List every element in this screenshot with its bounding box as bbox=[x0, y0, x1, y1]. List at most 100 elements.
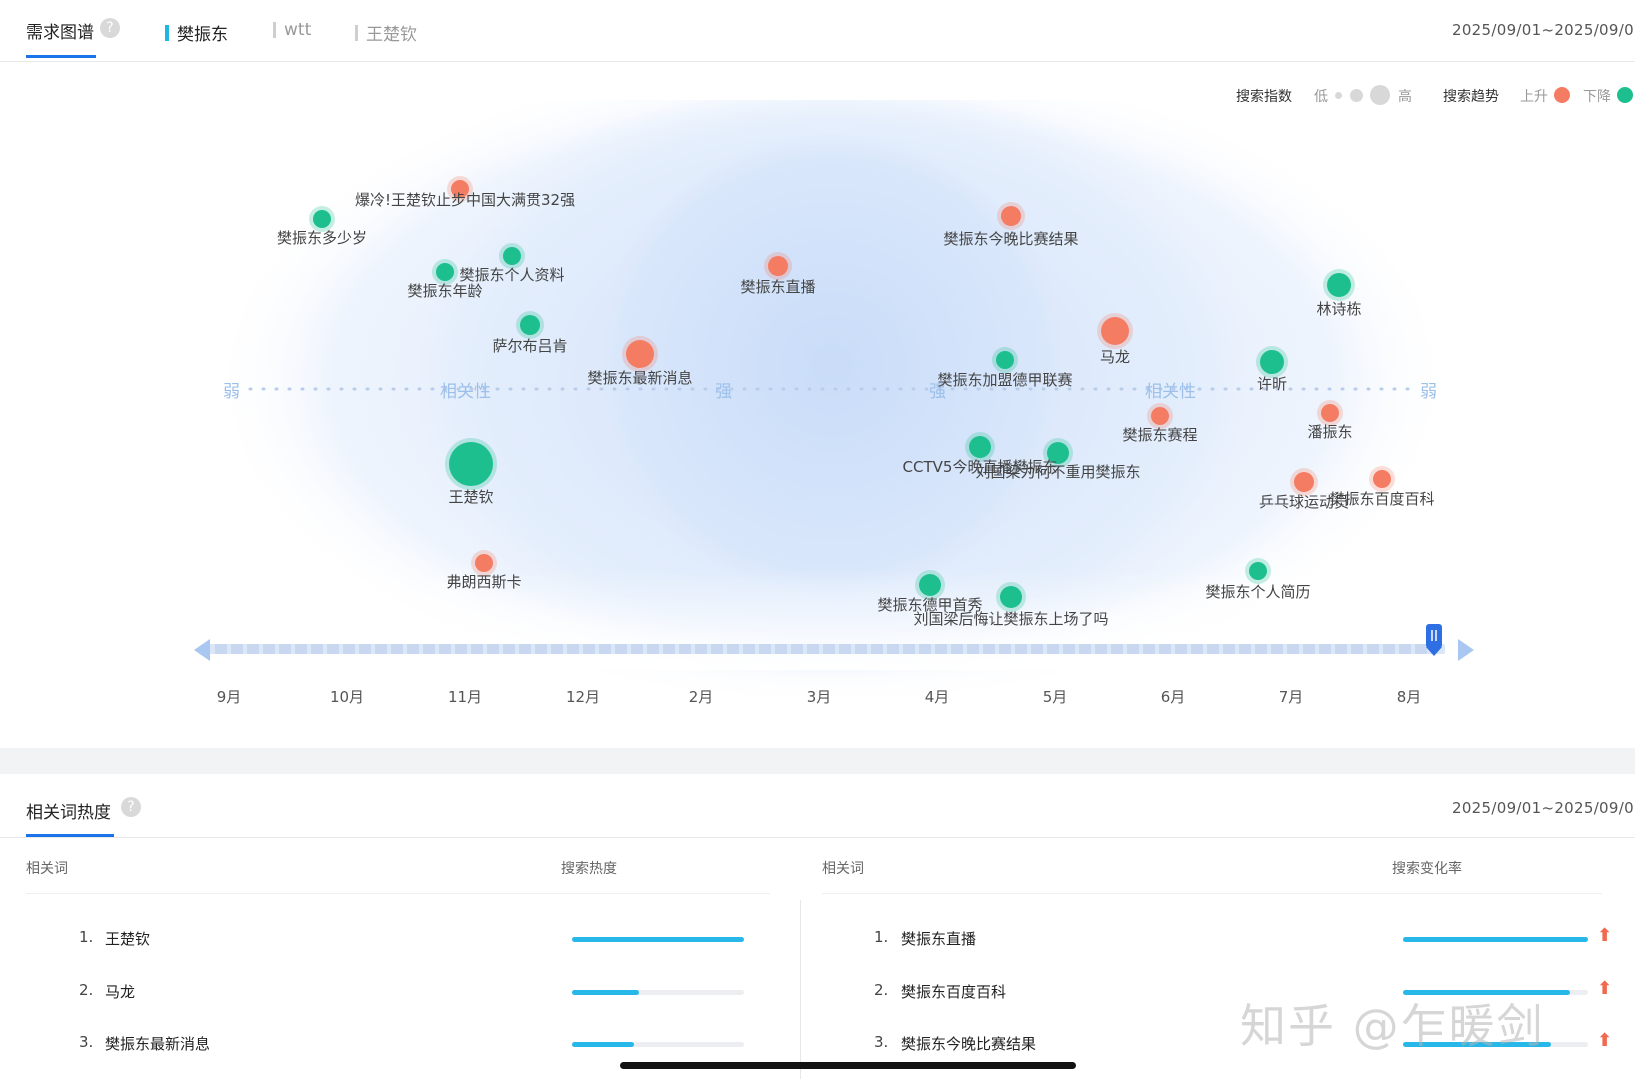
bubble-label[interactable]: 弗朗西斯卡 bbox=[446, 573, 522, 591]
heat-bar-fill bbox=[1403, 990, 1570, 995]
timeline-month-label[interactable]: 2月 bbox=[688, 688, 714, 706]
bubble-rising[interactable] bbox=[1001, 206, 1021, 226]
keyword-color-bar bbox=[355, 24, 358, 41]
keyword-tab-1[interactable]: 樊振东 bbox=[165, 20, 228, 45]
bubble-label[interactable]: 樊振东最新消息 bbox=[587, 369, 693, 387]
bubble-rising[interactable] bbox=[475, 554, 493, 572]
bubble-rising[interactable] bbox=[451, 180, 469, 198]
keyword-tab-3[interactable]: 王楚钦 bbox=[355, 20, 417, 45]
bubble-falling[interactable] bbox=[969, 436, 991, 458]
timeline-month-label[interactable]: 10月 bbox=[329, 688, 365, 706]
row-rank: 3. bbox=[874, 1033, 889, 1051]
keyword-tab-2[interactable]: wtt bbox=[273, 20, 311, 40]
legend-high: 高 bbox=[1398, 89, 1412, 105]
related-word[interactable]: 马龙 bbox=[105, 983, 136, 1001]
related-word[interactable]: 樊振东最新消息 bbox=[105, 1035, 211, 1053]
timeline-month-label[interactable]: 9月 bbox=[216, 688, 242, 706]
bubble-falling[interactable] bbox=[313, 210, 331, 228]
bubble-falling[interactable] bbox=[1249, 562, 1267, 580]
help-icon[interactable]: ? bbox=[100, 18, 120, 38]
axis-weak-left: 弱 bbox=[223, 382, 240, 402]
bubble-label[interactable]: 刘国梁为何不重用樊振东 bbox=[975, 463, 1141, 481]
bubble-rising[interactable] bbox=[1151, 407, 1169, 425]
bubble-rising[interactable] bbox=[1321, 404, 1339, 422]
heat-bar-fill bbox=[1403, 1042, 1551, 1047]
bubble-label[interactable]: 樊振东德甲首秀 bbox=[877, 596, 983, 614]
bubble-label[interactable]: 乒乓球运动员 bbox=[1258, 493, 1350, 511]
bubble-rising[interactable] bbox=[768, 256, 788, 276]
timeline-month-label[interactable]: 6月 bbox=[1160, 688, 1186, 706]
bubble-label[interactable]: 爆冷!王楚钦止步中国大满贯32强 bbox=[355, 191, 576, 209]
bubble-label[interactable]: 萨尔布吕肯 bbox=[492, 337, 568, 355]
table-split-divider bbox=[800, 900, 801, 1079]
bubble-label[interactable]: 马龙 bbox=[1099, 348, 1131, 366]
bubble-label[interactable]: 樊振东个人简历 bbox=[1205, 583, 1311, 601]
related-word[interactable]: 樊振东百度百科 bbox=[901, 983, 1007, 1001]
bubble-rising[interactable] bbox=[1373, 470, 1391, 488]
bubble-falling[interactable] bbox=[436, 263, 454, 281]
bubble-falling[interactable] bbox=[919, 574, 941, 596]
bubble-falling[interactable] bbox=[996, 351, 1014, 369]
rise-arrow-icon: ⬆ bbox=[1597, 978, 1613, 999]
bubble-label[interactable]: 许昕 bbox=[1256, 375, 1288, 393]
bubble-falling[interactable] bbox=[1260, 350, 1284, 374]
page-title: 需求图谱 bbox=[26, 23, 94, 43]
timeline-month-label[interactable]: 3月 bbox=[806, 688, 832, 706]
demand-graph-chart bbox=[0, 100, 1635, 710]
bubble-label[interactable]: 樊振东年龄 bbox=[407, 282, 483, 300]
bubble-falling[interactable] bbox=[1047, 442, 1069, 464]
bubble-label[interactable]: 樊振东个人资料 bbox=[459, 266, 565, 284]
timeline-month-label[interactable]: 7月 bbox=[1278, 688, 1304, 706]
axis-strong-left: 强 bbox=[715, 382, 732, 402]
legend-size-small-icon bbox=[1335, 92, 1342, 99]
bubble-label[interactable]: 林诗栋 bbox=[1316, 300, 1362, 318]
bubble-falling[interactable] bbox=[1327, 273, 1351, 297]
row-rank: 3. bbox=[79, 1033, 94, 1051]
bubble-label[interactable]: 樊振东多少岁 bbox=[276, 229, 368, 247]
col-header-change: 搜索变化率 bbox=[1392, 861, 1462, 877]
bubble-label[interactable]: 樊振东百度百科 bbox=[1329, 490, 1435, 508]
bubble-rising[interactable] bbox=[626, 340, 654, 368]
bubble-falling[interactable] bbox=[503, 247, 521, 265]
col-header-heat: 搜索热度 bbox=[561, 861, 617, 877]
legend-up: 上升 bbox=[1520, 89, 1548, 105]
related-word[interactable]: 王楚钦 bbox=[105, 930, 151, 948]
heat-bar-fill bbox=[572, 990, 639, 995]
bubble-falling[interactable] bbox=[449, 442, 493, 486]
bubble-label[interactable]: 刘国梁后悔让樊振东上场了吗 bbox=[913, 610, 1109, 628]
hot-date-range[interactable]: 2025/09/01~2025/09/07 bbox=[1452, 799, 1635, 817]
related-word[interactable]: 樊振东今晚比赛结果 bbox=[901, 1035, 1037, 1053]
heat-bar-track bbox=[572, 990, 744, 995]
keyword-label: wtt bbox=[284, 20, 312, 40]
heat-bar-fill bbox=[1403, 937, 1588, 942]
section-separator bbox=[0, 748, 1635, 774]
timeline-month-label[interactable]: 8月 bbox=[1396, 688, 1422, 706]
row-rank: 1. bbox=[874, 928, 889, 946]
bubble-falling[interactable] bbox=[1000, 586, 1022, 608]
heat-bar-fill bbox=[572, 937, 744, 942]
hot-divider bbox=[0, 837, 1635, 838]
legend-size-medium-icon bbox=[1350, 89, 1363, 102]
bubble-label[interactable]: 樊振东赛程 bbox=[1122, 426, 1198, 444]
keyword-color-bar bbox=[165, 24, 169, 41]
related-word[interactable]: 樊振东直播 bbox=[901, 930, 977, 948]
bubble-label[interactable]: 樊振东加盟德甲联赛 bbox=[937, 371, 1073, 389]
bubble-rising[interactable] bbox=[1294, 472, 1314, 492]
bubble-label[interactable]: 樊振东直播 bbox=[740, 278, 816, 296]
timeline-month-label[interactable]: 12月 bbox=[565, 688, 601, 706]
date-range[interactable]: 2025/09/01~2025/09/07 bbox=[1452, 21, 1635, 39]
timeline-month-label[interactable]: 4月 bbox=[924, 688, 950, 706]
bubble-rising[interactable] bbox=[1101, 317, 1129, 345]
legend-size-large-icon bbox=[1370, 85, 1390, 105]
header-divider bbox=[0, 61, 1635, 62]
timeline-month-label[interactable]: 5月 bbox=[1042, 688, 1068, 706]
watermark: 知乎 @乍暖剑 bbox=[1240, 999, 1545, 1053]
bubble-label[interactable]: 樊振东今晚比赛结果 bbox=[943, 230, 1079, 248]
bubble-falling[interactable] bbox=[520, 315, 540, 335]
bubble-label[interactable]: 潘振东 bbox=[1307, 423, 1353, 441]
left-table-divider bbox=[26, 893, 770, 894]
bubble-label[interactable]: 王楚钦 bbox=[448, 488, 494, 506]
help-icon[interactable]: ? bbox=[121, 797, 141, 817]
timeline-month-label[interactable]: 11月 bbox=[447, 688, 483, 706]
bubble-label[interactable]: CCTV5今晚直播樊振东 bbox=[902, 458, 1058, 476]
